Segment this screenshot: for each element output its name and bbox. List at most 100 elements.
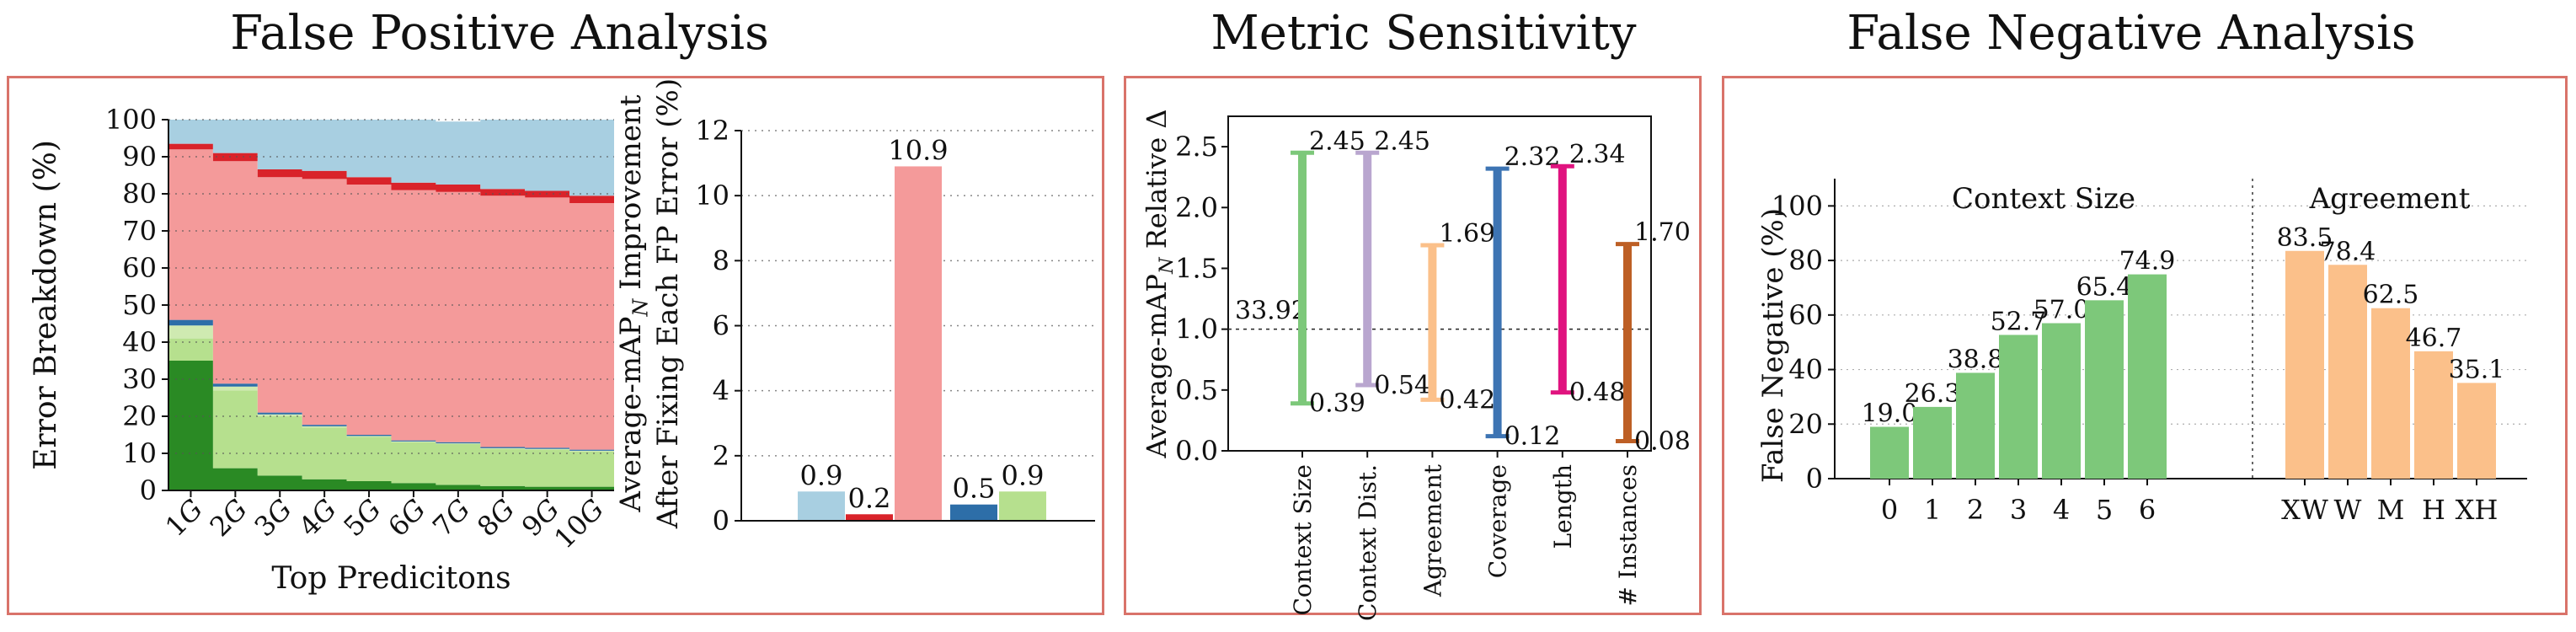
metric-sensitivity-panel (1124, 76, 1702, 615)
error-y-tick-label-0: 0 (140, 474, 157, 506)
error-y-tick-label-1: 10 (122, 437, 157, 469)
error-y-axis-label: Error Breakdown (%) (29, 140, 63, 470)
error-x-tick-label-2: 3G (249, 493, 298, 543)
sens-y-tick-label-0: 0.0 (1175, 435, 1218, 467)
sens-max-label-2: 1.69 (1439, 219, 1495, 249)
sens-y-tick-label-1: 0.5 (1175, 374, 1218, 406)
fn-y-tick-label-5: 100 (1772, 190, 1823, 222)
fn-bar-label-1-2: 62.5 (2363, 281, 2419, 310)
error-y-tick-label-6: 60 (122, 252, 157, 284)
fp-y-tick-label-1: 2 (713, 440, 730, 472)
fp-y-axis-label-line1: Average-mAPN Improvement (614, 94, 653, 512)
fp-bar-0 (798, 491, 845, 521)
sens-x-tick-label-2: Agreement (1419, 463, 1446, 597)
error-y-tick-label-7: 70 (122, 215, 157, 247)
fn-y-tick-label-1: 20 (1788, 408, 1823, 440)
title-false-positive: False Positive Analysis (230, 6, 769, 61)
title-false-negative: False Negative Analysis (1846, 6, 2416, 61)
fn-bar-label-1-3: 46.7 (2406, 324, 2462, 353)
sens-baseline-label: 33.92 (1235, 297, 1307, 326)
fn-x-tick-label-0-3: 3 (2010, 494, 2027, 526)
fn-bar-0-0 (1870, 426, 1909, 479)
error-x-tick-label-1: 2G (204, 493, 254, 543)
sens-x-tick-label-0: Context Size (1289, 464, 1317, 616)
sens-max-label-4: 2.34 (1569, 140, 1626, 169)
sens-y-tick-label-4: 2.0 (1175, 191, 1218, 223)
sens-min-label-1: 0.54 (1374, 371, 1430, 400)
fn-bar-label-0-5: 65.4 (2076, 272, 2133, 302)
error-x-tick-label-0: 1G (159, 493, 209, 543)
fn-bar-0-1 (1913, 406, 1952, 479)
fn-bar-label-0-1: 26.3 (1905, 379, 1961, 409)
fn-bar-label-1-0: 83.5 (2277, 223, 2333, 253)
sens-min-label-0: 0.39 (1309, 389, 1365, 419)
error-y-tick-label-2: 20 (122, 400, 157, 432)
error-area-series-5 (168, 143, 614, 203)
error-x-tick-label-5: 6G (382, 493, 431, 543)
sens-y-tick-label-2: 1.0 (1175, 313, 1218, 345)
error-x-tick-label-3: 4G (292, 493, 342, 543)
fn-y-tick-label-2: 40 (1788, 354, 1823, 386)
fp-bar-label-4: 0.9 (1002, 459, 1045, 491)
error-x-axis-label: Top Predicitons (271, 561, 510, 596)
fp-bar-label-0: 0.9 (800, 459, 843, 491)
sens-min-label-3: 0.12 (1504, 422, 1561, 452)
sens-y-axis-label: Average-mAPN Relative Δ (1141, 110, 1178, 459)
fn-bar-label-1-4: 35.1 (2449, 355, 2505, 384)
fn-bar-0-6 (2128, 274, 2167, 479)
sens-max-label-5: 1.70 (1634, 218, 1691, 248)
fn-bar-0-3 (1999, 335, 2038, 479)
fn-bar-1-1 (2328, 265, 2367, 479)
fp-y-tick-label-4: 8 (713, 244, 730, 276)
fn-x-tick-label-0-0: 0 (1881, 494, 1898, 526)
sens-x-tick-label-5: # Instances (1614, 464, 1642, 606)
fn-y-tick-label-4: 80 (1788, 244, 1823, 276)
fn-x-tick-label-1-3: H (2422, 494, 2445, 526)
error-x-tick-label-6: 7G (426, 493, 476, 543)
fp-bar-label-3: 0.5 (953, 473, 996, 505)
fn-group-title-0: Context Size (1952, 182, 2135, 216)
fn-bar-0-2 (1956, 372, 1995, 479)
sens-max-label-1: 2.45 (1374, 126, 1430, 156)
fn-x-tick-label-0-4: 4 (2053, 494, 2070, 526)
fn-x-tick-label-1-4: XH (2456, 494, 2499, 526)
title-metric-sensitivity: Metric Sensitivity (1211, 6, 1637, 61)
error-y-tick-label-3: 30 (122, 363, 157, 395)
sens-x-tick-label-1: Context Dist. (1354, 464, 1382, 621)
fp-y-tick-label-2: 4 (713, 375, 730, 407)
error-y-tick-label-9: 90 (122, 141, 157, 173)
fp-y-axis-label-line2: After Fixing Each FP Error (%) (651, 78, 685, 529)
error-area-series-1 (168, 338, 614, 487)
fn-group-title-1: Agreement (2309, 182, 2471, 216)
error-x-tick-label-4: 5G (337, 493, 387, 543)
fp-bar-label-2: 10.9 (888, 134, 948, 166)
fn-bar-1-3 (2414, 351, 2453, 479)
fn-x-tick-label-0-1: 1 (1924, 494, 1941, 526)
error-y-tick-label-4: 40 (122, 326, 157, 358)
error-y-tick-label-8: 80 (122, 178, 157, 210)
sens-min-label-5: 0.08 (1634, 426, 1691, 456)
fn-bar-label-0-2: 38.8 (1948, 345, 2004, 374)
fn-y-axis-label: False Negative (%) (1756, 208, 1790, 483)
fp-bar-label-1: 0.2 (848, 482, 891, 514)
fn-bar-label-0-0: 19.0 (1862, 399, 1918, 429)
error-y-tick-label-5: 50 (122, 289, 157, 321)
sens-min-label-4: 0.48 (1569, 378, 1626, 408)
fp-y-tick-label-3: 6 (713, 310, 730, 342)
fp-bar-4 (999, 491, 1046, 521)
fp-y-tick-label-0: 0 (713, 505, 730, 537)
sens-min-label-2: 0.42 (1439, 385, 1495, 415)
error-y-tick-label-10: 100 (105, 104, 157, 136)
fn-x-tick-label-0-6: 6 (2139, 494, 2156, 526)
sens-y-tick-label-3: 1.5 (1175, 252, 1218, 284)
fn-bar-0-5 (2085, 300, 2124, 479)
error-x-tick-label-7: 8G (471, 493, 521, 543)
fn-y-tick-label-0: 0 (1806, 463, 1823, 495)
fn-bar-1-4 (2457, 383, 2496, 479)
fn-x-tick-label-0-5: 5 (2096, 494, 2113, 526)
fn-x-tick-label-1-0: XW (2281, 494, 2328, 526)
error-x-tick-label-9: 10G (548, 493, 610, 555)
fn-bar-1-2 (2371, 308, 2410, 479)
error-area-series-6 (168, 120, 614, 196)
